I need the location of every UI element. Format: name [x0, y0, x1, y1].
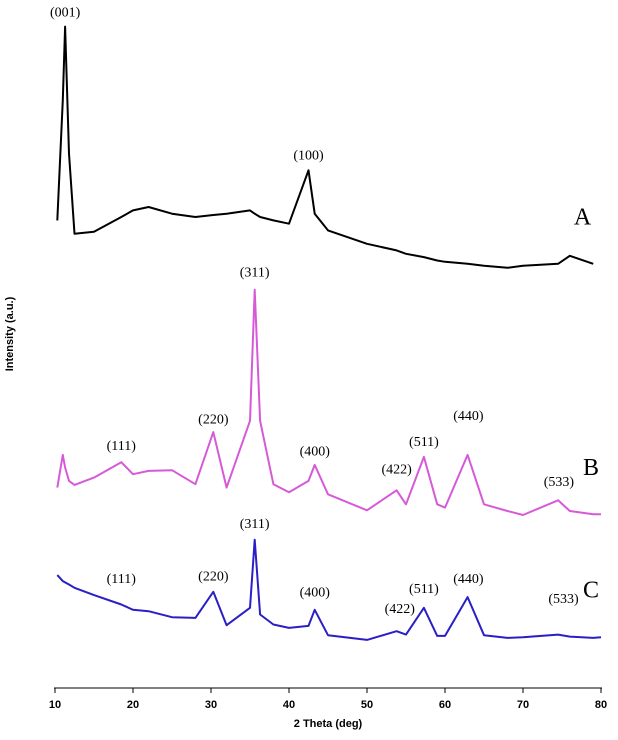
peak-label: (220) [198, 569, 229, 584]
x-tick-label: 70 [517, 699, 529, 711]
peak-label: (111) [107, 572, 137, 587]
x-tick-label: 80 [595, 699, 607, 711]
series-name: B [583, 455, 599, 481]
x-tick-label: 10 [49, 699, 61, 711]
peak-label: (422) [381, 462, 412, 477]
series-line [56, 25, 594, 269]
peak-label: (311) [240, 517, 270, 532]
peak-label: (440) [453, 572, 484, 587]
peak-label: (220) [198, 412, 229, 427]
series-name: C [583, 578, 599, 604]
x-tick-label: 20 [127, 699, 139, 711]
peak-label: (440) [453, 409, 484, 424]
x-tick-label: 40 [283, 699, 295, 711]
peak-label: (400) [300, 444, 331, 459]
peak-label: (311) [240, 265, 270, 280]
y-axis-label: Intensity (a.u.) [4, 296, 16, 371]
x-axis-label: 2 Theta (deg) [294, 718, 363, 730]
x-tick-label: 60 [439, 699, 451, 711]
peak-label: (533) [544, 475, 575, 490]
peak-label: (511) [409, 582, 439, 597]
series-name: A [574, 204, 592, 230]
peak-label: (100) [293, 148, 324, 163]
peak-label: (400) [300, 585, 331, 600]
peak-label: (511) [409, 435, 439, 450]
peak-label: (111) [107, 439, 137, 454]
series-line [56, 288, 601, 516]
peak-label: (533) [548, 592, 579, 607]
peak-label: (001) [50, 5, 81, 20]
x-tick-label: 30 [205, 699, 217, 711]
peak-label: (422) [385, 602, 416, 617]
series-line [56, 538, 602, 641]
x-tick-label: 50 [361, 699, 373, 711]
